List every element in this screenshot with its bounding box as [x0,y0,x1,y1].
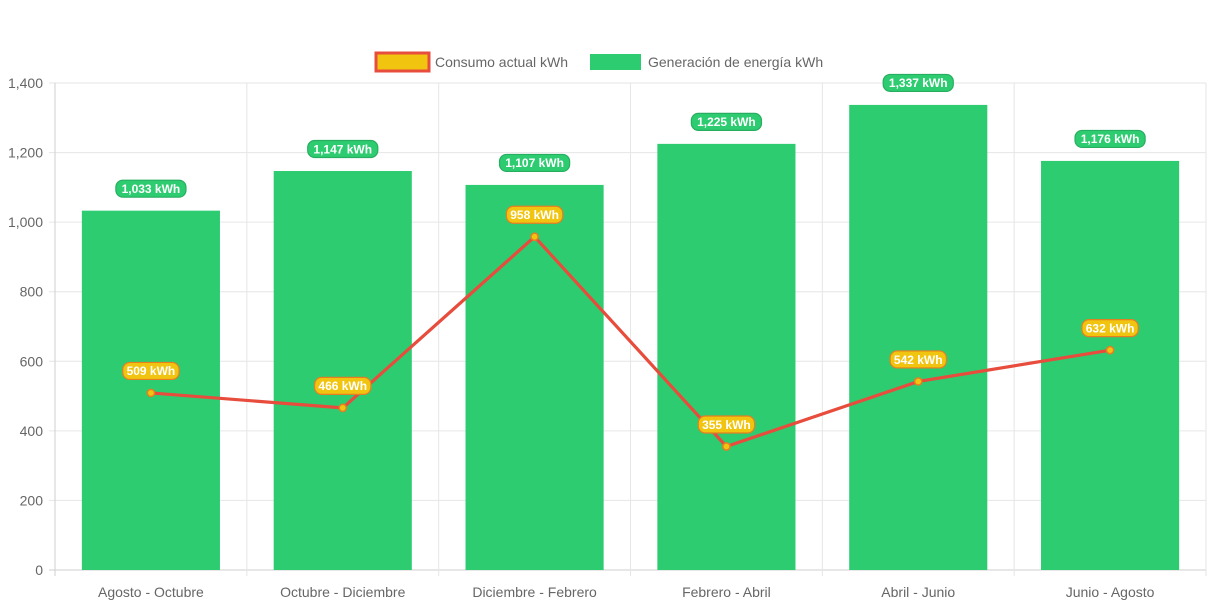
x-tick-label: Agosto - Octubre [98,584,204,600]
data-label: 542 kWh [894,353,943,367]
y-axis-ticks: 0 200 400 600 800 1,000 1,200 1,400 [8,75,43,578]
line-point[interactable] [338,403,348,413]
data-label: 632 kWh [1086,321,1135,335]
y-tick-label: 0 [35,562,43,578]
data-label-box [307,139,379,159]
y-tick-label: 1,200 [8,145,43,161]
data-label: 1,107 kWh [505,156,564,170]
data-label: 466 kWh [318,379,367,393]
data-label-box [697,415,756,434]
line-point[interactable] [146,388,156,398]
data-label-box [122,361,180,381]
x-tick-label: Abril - Junio [881,584,955,600]
y-tick-label: 800 [20,284,44,300]
legend-swatch-generacion[interactable] [590,54,641,70]
x-tick-label: Febrero - Abril [682,584,771,600]
data-label-box [889,350,947,369]
x-axis-ticks: Agosto - Octubre Octubre - Diciembre Dicie… [98,584,1155,600]
y-tick-label: 1,000 [8,214,43,230]
bar[interactable] [849,104,988,570]
line-point[interactable] [913,377,923,386]
data-label-box [1074,129,1146,149]
data-label: 958 kWh [510,208,559,222]
data-label: 1,147 kWh [313,142,372,156]
data-label-box [115,179,187,198]
y-tick-label: 1,400 [8,75,43,91]
y-tick-label: 400 [20,423,44,439]
x-tick-label: Junio - Agosto [1066,584,1155,600]
line-point[interactable] [722,442,731,451]
data-label: 355 kWh [702,418,751,432]
data-label-box [882,73,954,93]
data-label-box [690,112,763,131]
data-label-box [498,153,571,173]
y-tick-label: 200 [20,492,44,508]
data-label-box [314,376,372,395]
line-series [146,232,1115,451]
line-path [150,235,1111,449]
bar[interactable] [1041,160,1180,571]
bar[interactable] [657,143,796,570]
grid [49,82,1207,576]
legend-label-consumo[interactable]: Consumo actual kWh [435,54,568,70]
line-point[interactable] [1105,345,1115,355]
data-labels: 1,033 kWh 1,147 kWh 1,107 kWh 1,225 kWh 1,33… [115,73,1146,434]
y-tick-label: 600 [20,353,44,369]
bar[interactable] [273,171,412,570]
data-label-box [505,205,564,224]
data-label: 1,176 kWh [1081,132,1140,146]
data-label: 509 kWh [127,364,176,378]
data-label: 1,225 kWh [697,115,756,129]
legend: Consumo actual kWh Generación de energía… [374,51,823,73]
line-point[interactable] [530,232,539,242]
legend-swatch-consumo[interactable] [374,51,431,73]
data-label: 1,033 kWh [122,182,181,196]
data-label-box [1081,319,1139,338]
x-tick-label: Diciembre - Febrero [472,584,597,600]
bar[interactable] [465,184,604,570]
legend-label-generacion[interactable]: Generación de energía kWh [648,54,823,70]
data-label: 1,337 kWh [889,76,948,90]
x-tick-label: Octubre - Diciembre [280,584,405,600]
